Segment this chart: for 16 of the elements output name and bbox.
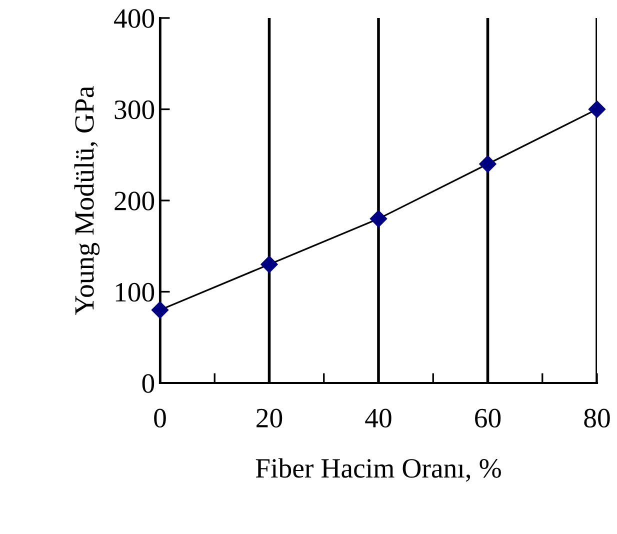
- point: [479, 155, 496, 173]
- x-tick-label: 60: [475, 408, 501, 428]
- point: [151, 301, 169, 319]
- point: [260, 256, 278, 273]
- y-tick-label: 100: [116, 282, 154, 302]
- x-tick-label: 40: [365, 408, 392, 428]
- x-tick-label: 80: [584, 408, 610, 428]
- y-tick-label: 400: [114, 9, 154, 28]
- y-tick-label: 300: [114, 100, 154, 120]
- point: [588, 100, 606, 118]
- y-tick-label: 0: [142, 374, 154, 393]
- point: [370, 210, 388, 228]
- x-tick-label: 20: [256, 408, 282, 428]
- x-axis-title: Fiber Hacim Oranı, %: [256, 458, 501, 482]
- y-tick-label: 200: [114, 192, 154, 210]
- y-axis-title: Young Modülü, GPa: [74, 86, 100, 315]
